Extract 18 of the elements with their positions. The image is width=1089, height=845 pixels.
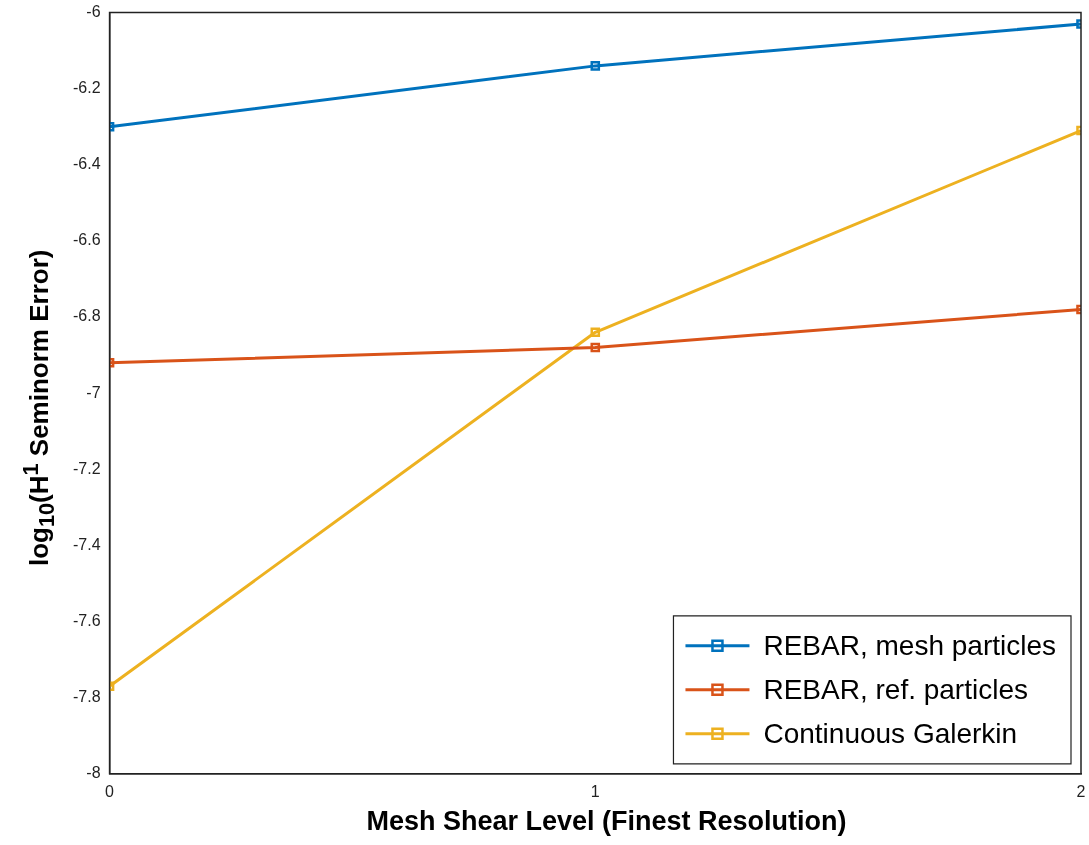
- y-tick-label: -7.4: [72, 535, 101, 553]
- y-tick-label: -7.6: [72, 611, 101, 629]
- y-tick-label: -6.8: [72, 307, 101, 325]
- y-tick-label: -6: [86, 3, 101, 21]
- y-tick-label: -7.2: [72, 459, 101, 477]
- y-tick-label: -7: [86, 383, 101, 401]
- y-tick-label: -6.2: [72, 79, 101, 97]
- legend-label: REBAR, ref. particles: [763, 673, 1028, 705]
- x-tick-label: 2: [1076, 782, 1086, 800]
- legend-label: Continuous Galerkin: [763, 717, 1018, 749]
- x-tick-label: 0: [105, 782, 115, 800]
- x-axis-title: Mesh Shear Level (Finest Resolution): [365, 806, 848, 837]
- y-tick-label: -8: [86, 764, 101, 782]
- x-tick-label: 1: [590, 782, 600, 800]
- legend-label: REBAR, mesh particles: [763, 629, 1057, 661]
- y-tick-label: -6.4: [72, 155, 101, 173]
- y-tick-label: -7.8: [72, 688, 101, 706]
- y-tick-label: -6.6: [72, 231, 101, 249]
